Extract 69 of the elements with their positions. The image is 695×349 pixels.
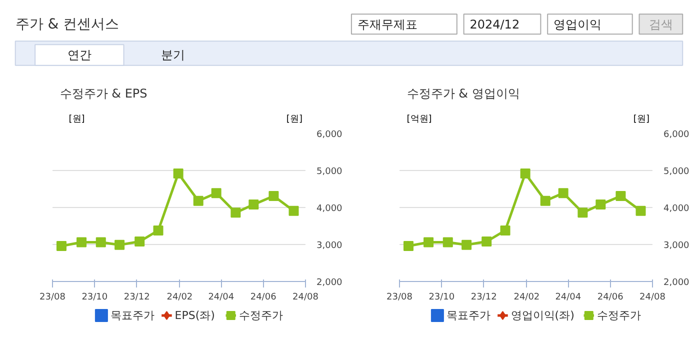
point [173, 168, 184, 178]
legend-label: EPS(좌) [174, 309, 215, 322]
point [442, 237, 453, 248]
point [230, 208, 241, 218]
y-axis-title: [원] [633, 114, 650, 124]
x-tick-label: 24/04 [208, 292, 234, 302]
x-tick-label: 24/02 [514, 292, 540, 302]
legend-label: 목표주가 [110, 309, 154, 322]
point [96, 237, 106, 248]
text: 주가 & 컨센서스 [15, 16, 120, 33]
x-tick-label: 24/08 [640, 292, 666, 302]
point [558, 188, 568, 198]
point [193, 196, 204, 206]
x-tick-label: 23/10 [428, 292, 455, 302]
point [540, 196, 550, 206]
point [153, 225, 164, 236]
y-tick-label: 3,000 [664, 241, 690, 251]
point [114, 240, 125, 250]
y-tick-label: 2,000 [664, 278, 690, 288]
y-tick-label: 5,000 [316, 167, 343, 177]
y-tick-label: 6,000 [664, 130, 690, 140]
legend-label: 영업이익(좌) [510, 309, 574, 322]
point [134, 236, 145, 247]
x-tick-label: 23/08 [40, 292, 66, 302]
point [211, 188, 222, 198]
legend-label: 목표주가 [446, 309, 490, 322]
point [500, 225, 510, 236]
point [578, 208, 588, 218]
x-tick-label: 24/08 [292, 292, 319, 302]
x-tick-label: 23/12 [124, 292, 150, 302]
point [616, 191, 626, 202]
text: [원] [68, 114, 85, 124]
chart-title: 수정주가 & 영업이익 [406, 86, 520, 100]
point [636, 206, 646, 216]
text: 검색 [648, 18, 673, 32]
x-tick-label: 24/02 [166, 292, 193, 302]
point [424, 237, 434, 248]
text: 분기 [161, 48, 186, 62]
point [403, 240, 414, 251]
text: [억원] [406, 114, 432, 124]
x-tick-label: 24/06 [250, 292, 277, 302]
chart-title: 수정주가 & EPS [60, 86, 148, 100]
x-tick-label: 23/08 [386, 292, 413, 302]
point [76, 237, 87, 248]
y-tick-label: 4,000 [316, 204, 343, 214]
x-tick-label: 23/10 [82, 292, 108, 302]
point [288, 206, 299, 216]
point [596, 200, 606, 210]
text: 영업이익 [554, 18, 602, 32]
y-axis-title: [원] [286, 114, 302, 124]
legend-label: 수정주가 [596, 309, 641, 322]
text: 2024/12 [470, 18, 520, 32]
point [248, 200, 259, 210]
text: 주재무제표 [357, 18, 418, 32]
x-tick-label: 23/12 [470, 292, 497, 302]
point [482, 236, 492, 247]
y-tick-label: 6,000 [316, 130, 343, 140]
point [268, 191, 279, 202]
y-tick-label: 4,000 [664, 204, 690, 214]
x-tick-label: 24/04 [555, 292, 582, 302]
text: 연간 [67, 48, 92, 62]
point [520, 168, 530, 178]
legend-label: 수정주가 [238, 309, 283, 322]
x-tick-label: 24/06 [597, 292, 624, 302]
y-tick-label: 2,000 [316, 278, 343, 288]
y-tick-label: 3,000 [316, 241, 343, 251]
y-tick-label: 5,000 [664, 167, 690, 177]
point [56, 240, 66, 251]
point [462, 240, 472, 250]
